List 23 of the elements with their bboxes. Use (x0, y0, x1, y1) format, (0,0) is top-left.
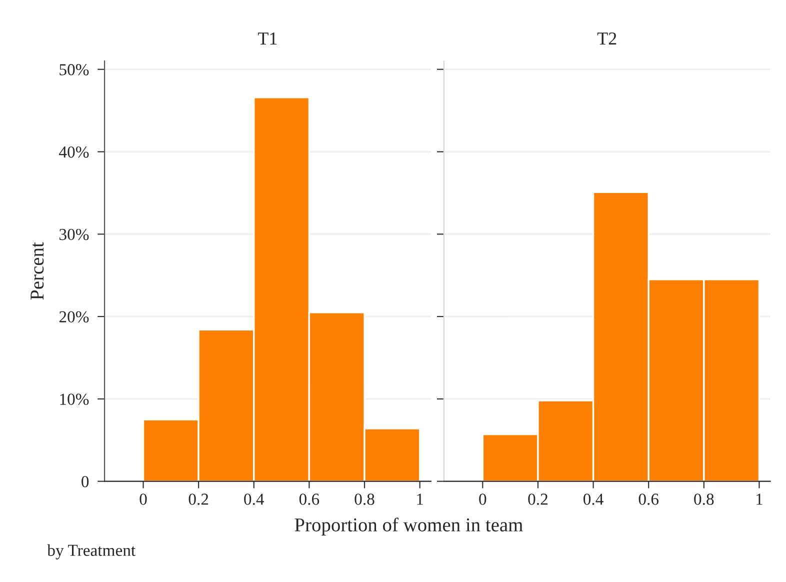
x-tick-label: 1 (756, 494, 762, 505)
chart-title: T2 (597, 32, 616, 44)
x-tick-label: 0.6 (638, 494, 659, 505)
y-axis-title: Percent (30, 242, 44, 300)
x-axis-title: Proportion of women in team (294, 518, 523, 536)
x-tick-label: 0.2 (188, 494, 208, 505)
y-tick-label: 20% (59, 311, 89, 323)
x-tick-label: 0 (479, 494, 486, 505)
y-tick-label: 0 (82, 476, 89, 488)
x-tick-label: 0.8 (694, 494, 714, 505)
x-tick-label: 0.6 (299, 494, 320, 505)
text: by Treatment (47, 544, 136, 560)
x-tick-label: 0.2 (528, 494, 548, 505)
x-tick-label: 0.4 (244, 494, 264, 505)
x-tick-label: 0 (140, 494, 147, 505)
y-tick-label: 10% (60, 394, 89, 405)
x-tick-label: 0.4 (584, 494, 604, 505)
y-tick-label: 50% (60, 64, 89, 76)
x-tick-label: 0.8 (354, 494, 374, 505)
y-tick-label: 40% (59, 146, 89, 158)
y-tick-label: 30% (60, 228, 89, 240)
x-tick-label: 1 (417, 494, 423, 505)
chart-title: T1 (258, 32, 277, 44)
